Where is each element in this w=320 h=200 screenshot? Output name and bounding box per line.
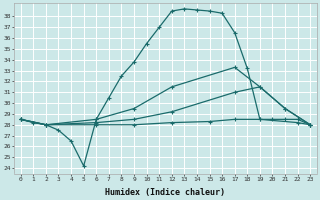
- X-axis label: Humidex (Indice chaleur): Humidex (Indice chaleur): [106, 188, 226, 197]
